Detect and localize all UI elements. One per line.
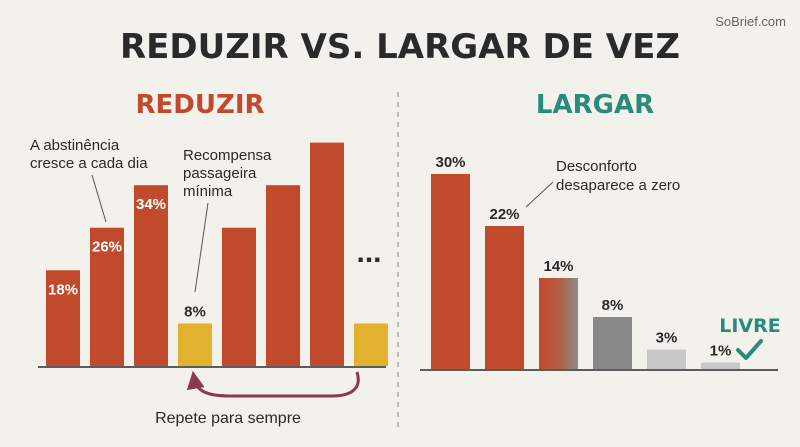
growth-annotation: A abstinência cresce a cada dia xyxy=(30,137,148,172)
largar-bar xyxy=(431,174,470,369)
continuation-ellipsis: ... xyxy=(356,236,381,269)
largar-value-label: 3% xyxy=(656,330,678,347)
largar-bar xyxy=(647,349,686,369)
largar-bar xyxy=(539,278,578,369)
free-label: LIVRE xyxy=(719,315,781,337)
discomfort-annotation: Desconforto desaparece a zero xyxy=(556,158,680,194)
loop-arrow xyxy=(186,370,360,398)
growth-annotation-line: cresce a cada dia xyxy=(30,155,148,172)
discomfort-pointer xyxy=(525,181,554,208)
reduzir-value-label: 8% xyxy=(184,303,206,320)
loop-label: Repete para sempre xyxy=(155,410,301,427)
reward-annotation: Recompensa passageira mínima xyxy=(183,147,276,200)
reduzir-bar xyxy=(354,323,388,366)
largar-bar xyxy=(701,362,740,369)
largar-value-label: 14% xyxy=(543,258,573,275)
reduzir-value-label: 34% xyxy=(136,196,166,213)
reward-pointer xyxy=(194,202,209,293)
largar-bar xyxy=(485,226,524,369)
reduzir-bar xyxy=(46,270,80,366)
largar-value-label: 30% xyxy=(435,154,465,171)
reduzir-bar xyxy=(90,227,124,366)
reduzir-bar xyxy=(222,227,256,366)
reward-annotation-line: passageira xyxy=(183,165,257,182)
reduzir-bars: 18% 26% 34% 8% xyxy=(46,142,388,366)
largar-value-label: 1% xyxy=(710,343,732,360)
watermark: SoBrief.com xyxy=(715,14,786,29)
largar-panel: LARGAR 30% 22% 14% 8% 3% 1% Desconforto desap… xyxy=(420,90,781,371)
reduzir-bar xyxy=(134,185,168,366)
reduzir-bar xyxy=(178,323,212,366)
discomfort-annotation-line: Desconforto xyxy=(556,158,637,175)
reward-annotation-line: mínima xyxy=(183,183,233,200)
discomfort-annotation-line: desaparece a zero xyxy=(556,177,680,194)
check-icon xyxy=(736,339,763,360)
largar-bars: 30% 22% 14% 8% 3% 1% xyxy=(431,154,740,369)
largar-bar xyxy=(593,317,632,369)
largar-title: LARGAR xyxy=(536,90,654,120)
reduzir-bar xyxy=(310,142,344,366)
reward-annotation-line: Recompensa xyxy=(183,147,272,164)
growth-pointer xyxy=(91,174,107,223)
page-title: REDUZIR VS. LARGAR DE VEZ xyxy=(120,27,680,67)
reduzir-title: REDUZIR xyxy=(135,90,264,120)
largar-value-label: 22% xyxy=(489,206,519,223)
largar-value-label: 8% xyxy=(602,297,624,314)
reduzir-panel: REDUZIR 18% 26% 34% 8% ... A abstinência cr… xyxy=(30,90,388,427)
reduzir-value-label: 18% xyxy=(48,281,78,298)
growth-annotation-line: A abstinência xyxy=(30,137,120,154)
reduzir-bar xyxy=(266,185,300,366)
reduzir-value-label: 26% xyxy=(92,239,122,256)
